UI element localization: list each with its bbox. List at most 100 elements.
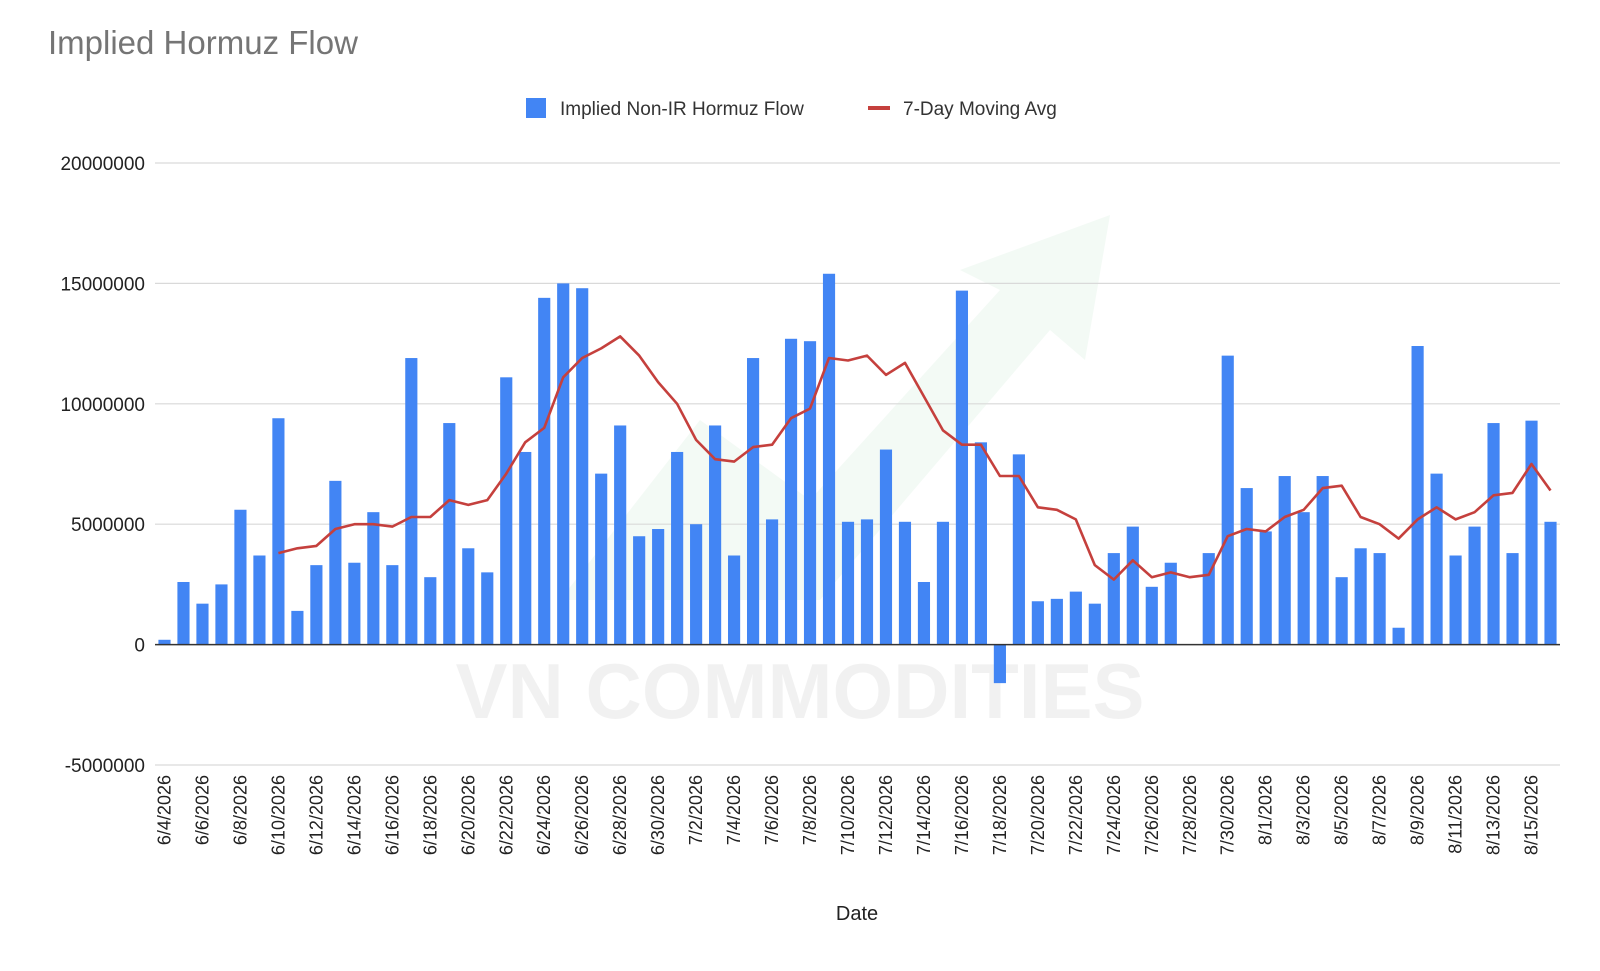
bar <box>1031 601 1044 645</box>
bar <box>974 442 987 645</box>
bar <box>310 565 323 645</box>
bar <box>253 555 266 645</box>
x-tick-label: 8/9/2026 <box>1408 775 1428 845</box>
bar <box>367 512 380 645</box>
x-tick-label: 8/5/2026 <box>1332 775 1352 845</box>
bar <box>614 425 627 645</box>
watermark-text: VN COMMODITIES <box>455 647 1144 735</box>
bar <box>500 377 513 645</box>
bar <box>671 451 684 645</box>
y-tick-label: 20000000 <box>60 154 145 175</box>
x-tick-label: 7/20/2026 <box>1028 775 1048 855</box>
bar <box>291 610 304 645</box>
x-tick-label: 7/14/2026 <box>914 775 934 855</box>
bar <box>1050 598 1063 645</box>
bar <box>1449 555 1462 645</box>
bar <box>652 529 665 645</box>
bar <box>443 423 456 645</box>
x-tick-label: 6/10/2026 <box>268 775 288 855</box>
x-tick-label: 6/6/2026 <box>192 775 212 845</box>
bar <box>633 536 646 645</box>
bar <box>1259 531 1272 645</box>
moving-avg-series <box>278 335 1552 581</box>
x-tick-label: 6/30/2026 <box>648 775 668 855</box>
x-tick-label: 7/12/2026 <box>876 775 896 855</box>
bar <box>158 639 171 645</box>
bar <box>1335 577 1348 645</box>
bar <box>234 509 247 645</box>
bar <box>1411 346 1424 645</box>
bar <box>386 565 399 645</box>
x-tick-label: 6/8/2026 <box>230 775 250 845</box>
x-tick-label: 6/20/2026 <box>458 775 478 855</box>
bar <box>196 603 209 645</box>
bar <box>765 519 779 645</box>
bar <box>177 581 190 645</box>
bar <box>1012 454 1025 645</box>
bar <box>917 581 931 645</box>
bar <box>1525 420 1538 645</box>
x-tick-label: 7/28/2026 <box>1180 775 1200 855</box>
x-tick-label: 8/11/2026 <box>1446 775 1466 854</box>
y-tick-label: 5000000 <box>71 515 145 536</box>
x-tick-label: 6/14/2026 <box>344 775 364 855</box>
y-tick-label: 15000000 <box>60 274 145 295</box>
bar <box>1221 355 1234 645</box>
x-axis-ticks: 6/4/2026 6/6/2026 6/8/2026 6/10/2026 6/12/20… <box>154 775 1541 855</box>
x-tick-label: 6/28/2026 <box>610 775 630 855</box>
y-tick-label: 10000000 <box>60 395 145 416</box>
legend[interactable]: Implied Non-IR Hormuz Flow 7-Day Moving A… <box>526 98 1057 120</box>
bar <box>1107 553 1120 645</box>
x-tick-label: 7/8/2026 <box>800 775 820 845</box>
x-tick-label: 8/1/2026 <box>1256 775 1276 845</box>
bar <box>1373 553 1386 645</box>
bar <box>1145 586 1158 645</box>
bar <box>1468 526 1481 645</box>
bar <box>898 521 912 645</box>
bar <box>936 521 950 645</box>
bar <box>1354 548 1367 645</box>
legend-line-label: 7-Day Moving Avg <box>903 99 1057 120</box>
bar <box>955 290 969 645</box>
x-tick-label: 7/18/2026 <box>990 775 1010 855</box>
bar <box>1069 591 1082 645</box>
bar <box>1126 526 1139 645</box>
bar <box>1164 562 1177 645</box>
bar <box>348 562 361 645</box>
x-tick-label: 8/3/2026 <box>1294 775 1314 845</box>
bar <box>746 358 760 645</box>
legend-bar-swatch <box>526 98 546 118</box>
x-tick-label: 8/7/2026 <box>1370 775 1390 845</box>
bar <box>1430 473 1443 645</box>
bar <box>1506 553 1519 645</box>
x-tick-label: 8/15/2026 <box>1522 775 1542 855</box>
x-axis-label: Date <box>836 903 878 925</box>
bar <box>1297 512 1310 645</box>
bar <box>1487 423 1500 645</box>
x-tick-label: 6/12/2026 <box>306 775 326 855</box>
bar <box>538 297 551 645</box>
legend-bar-label: Implied Non-IR Hormuz Flow <box>560 99 804 120</box>
bar-series <box>158 273 1557 684</box>
bar <box>272 418 285 645</box>
x-tick-label: 8/13/2026 <box>1484 775 1504 855</box>
x-tick-label: 6/22/2026 <box>496 775 516 855</box>
bar <box>841 521 855 645</box>
bar <box>1316 476 1329 645</box>
bar <box>860 519 874 645</box>
bar <box>595 473 608 645</box>
x-tick-label: 7/16/2026 <box>952 775 972 855</box>
chart-title: Implied Hormuz Flow <box>48 24 358 61</box>
x-tick-label: 6/16/2026 <box>382 775 402 855</box>
bar <box>329 480 342 645</box>
bar <box>728 555 741 645</box>
watermark: VN COMMODITIES <box>455 215 1145 735</box>
bar <box>215 584 228 645</box>
bar <box>1088 603 1101 645</box>
bar <box>993 644 1006 684</box>
x-tick-label: 7/2/2026 <box>686 775 706 845</box>
x-tick-label: 7/22/2026 <box>1066 775 1086 855</box>
y-tick-label: 0 <box>134 636 145 657</box>
